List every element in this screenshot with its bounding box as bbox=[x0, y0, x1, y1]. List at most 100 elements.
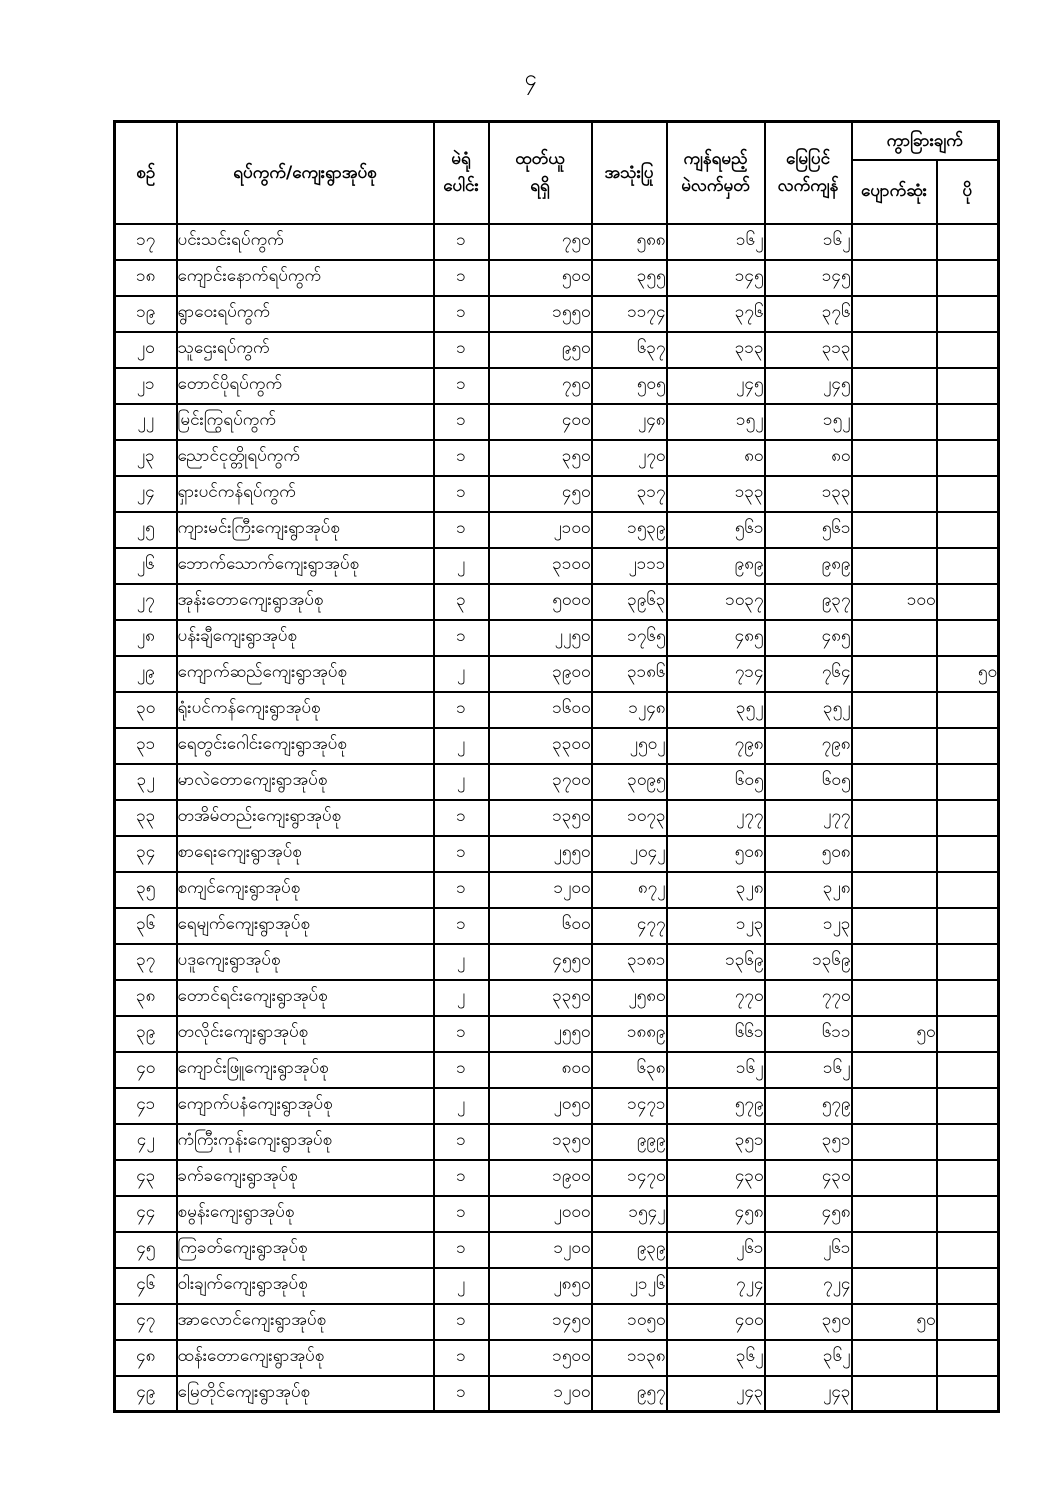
cell-remaining-expected: ၅၇၉ bbox=[665, 1086, 766, 1125]
cell-ward-name: ဘောက်သောက်ကျေးရွာအုပ်စု bbox=[175, 546, 435, 585]
cell-remaining-actual: ၃၆၂ bbox=[763, 1338, 853, 1377]
cell-remaining-actual: ၅၇၉ bbox=[763, 1086, 853, 1125]
cell-remaining-expected: ၇၉၈ bbox=[665, 726, 766, 765]
table-row: ၃၅ စကျင်ကျေးရွာအုပ်စု၁၁၂၀၀ ၈၇၂ ၃၂၈ ၃၂၈ bbox=[113, 870, 1000, 909]
table-row: ၂၅ ကျားမင်းကြီးကျေးရွာအုပ်စု၁၂၁၀၀ ၁၅၃၉ ၅၆၁၅… bbox=[113, 510, 1000, 549]
cell-ward-name: မာလဲတောကျေးရွာအုပ်စု bbox=[175, 762, 435, 801]
cell-lost bbox=[850, 1122, 938, 1161]
col-header-remaining-expected: ကျန်ရမည့် မဲလက်မှတ် bbox=[665, 120, 766, 225]
cell-remaining-expected: ၄၃၀ bbox=[665, 1158, 766, 1197]
table-row: ၂၁ တောင်ပိုရပ်ကွက်၁၇၅၀ ၅၀၅ ၂၄၅ ၂၄၅ bbox=[113, 366, 1000, 405]
cell-received: ၁၃၅၀ bbox=[487, 1122, 593, 1161]
cell-lost bbox=[850, 258, 938, 297]
cell-remaining-actual: ၃၅၁ bbox=[763, 1122, 853, 1161]
cell-remaining-expected: ၃၅၁ bbox=[665, 1122, 766, 1161]
cell-extra bbox=[935, 402, 1000, 441]
cell-remaining-actual: ၁၂၃ bbox=[763, 906, 853, 945]
cell-received: ၇၅၀ bbox=[487, 222, 593, 261]
cell-lost bbox=[850, 906, 938, 945]
cell-lost bbox=[850, 366, 938, 405]
cell-used: ၃၁၈၆ bbox=[590, 654, 668, 693]
cell-remaining-actual: ၇၉၈ bbox=[763, 726, 853, 765]
table-row: ၂၆ ဘောက်သောက်ကျေးရွာအုပ်စု၂၃၁၀၀ ၂၁၁၁ ၉၈၉ ၉၈၉ bbox=[113, 546, 1000, 585]
cell-ward-name: အာလောင်ကျေးရွာအုပ်စု bbox=[175, 1302, 435, 1341]
col-header-lost: ပျောက်ဆုံး bbox=[850, 158, 938, 225]
cell-remaining-actual: ၉၈၉ bbox=[763, 546, 853, 585]
cell-extra bbox=[935, 726, 1000, 765]
cell-remaining-expected: ၁၅၂ bbox=[665, 402, 766, 441]
cell-remaining-actual: ၂၆၁ bbox=[763, 1230, 853, 1269]
cell-polling-stations: ၂ bbox=[432, 762, 490, 801]
cell-polling-stations: ၁ bbox=[432, 294, 490, 333]
cell-extra bbox=[935, 834, 1000, 873]
cell-extra bbox=[935, 582, 1000, 621]
cell-remaining-expected: ၁၆၂ bbox=[665, 222, 766, 261]
cell-extra bbox=[935, 1230, 1000, 1269]
cell-remaining-actual: ၅၀၈ bbox=[763, 834, 853, 873]
cell-lost bbox=[850, 1338, 938, 1377]
cell-used: ၃၁၇ bbox=[590, 474, 668, 513]
cell-received: ၅၀၀၀ bbox=[487, 582, 593, 621]
cell-extra bbox=[935, 942, 1000, 981]
cell-serial: ၄၃ bbox=[113, 1158, 178, 1197]
cell-used: ၉၅၇ bbox=[590, 1374, 668, 1413]
cell-serial: ၂၁ bbox=[113, 366, 178, 405]
cell-remaining-actual: ၇၇၀ bbox=[763, 978, 853, 1017]
cell-received: ၃၃၅၀ bbox=[487, 978, 593, 1017]
table-row: ၄၅ ကြခတ်ကျေးရွာအုပ်စု၁၁၂၀၀ ၉၃၉ ၂၆၁ ၂၆၁ bbox=[113, 1230, 1000, 1269]
cell-remaining-actual: ၄၈၅ bbox=[763, 618, 853, 657]
cell-lost bbox=[850, 978, 938, 1017]
table-row: ၃၉ တလိုင်းကျေးရွာအုပ်စု၁၂၅၅၀ ၁၈၈၉ ၆၆၁ ၆၁၁ ၅၀ bbox=[113, 1014, 1000, 1053]
cell-extra bbox=[935, 330, 1000, 369]
cell-polling-stations: ၁ bbox=[432, 834, 490, 873]
cell-used: ၈၇၂ bbox=[590, 870, 668, 909]
cell-remaining-expected: ၁၂၃ bbox=[665, 906, 766, 945]
cell-received: ၄၅၀ bbox=[487, 474, 593, 513]
cell-lost bbox=[850, 1086, 938, 1125]
cell-extra bbox=[935, 618, 1000, 657]
cell-received: ၁၂၀၀ bbox=[487, 1374, 593, 1413]
cell-remaining-expected: ၇၁၄ bbox=[665, 654, 766, 693]
cell-extra bbox=[935, 906, 1000, 945]
table-row: ၁၇ ပင်းသင်းရပ်ကွက်၁၇၅၀ ၅၈၈ ၁၆၂ ၁၆၂ bbox=[113, 222, 1000, 261]
cell-polling-stations: ၂ bbox=[432, 546, 490, 585]
cell-received: ၁၂၀၀ bbox=[487, 870, 593, 909]
cell-extra bbox=[935, 258, 1000, 297]
col-header-extra: ပို bbox=[935, 158, 1000, 225]
table-row: ၃၀ ရုံးပင်ကန်ကျေးရွာအုပ်စု၁၁၆၀၀ ၁၂၄၈ ၃၅၂ ၃၅၂ bbox=[113, 690, 1000, 729]
cell-extra bbox=[935, 510, 1000, 549]
cell-serial: ၃၀ bbox=[113, 690, 178, 729]
cell-used: ၁၇၆၅ bbox=[590, 618, 668, 657]
cell-lost bbox=[850, 402, 938, 441]
cell-received: ၁၅၅၀ bbox=[487, 294, 593, 333]
table-row: ၃၃ တအိမ်တည်းကျေးရွာအုပ်စု၁၁၃၅၀ ၁၀၇၃ ၂၇၇ ၂၇၇ bbox=[113, 798, 1000, 837]
cell-polling-stations: ၁ bbox=[432, 1302, 490, 1341]
cell-serial: ၂၃ bbox=[113, 438, 178, 477]
cell-extra bbox=[935, 1338, 1000, 1377]
cell-polling-stations: ၂ bbox=[432, 726, 490, 765]
cell-used: ၄၇၇ bbox=[590, 906, 668, 945]
cell-remaining-expected: ၇၂၄ bbox=[665, 1266, 766, 1305]
cell-remaining-expected: ၃၁၃ bbox=[665, 330, 766, 369]
cell-ward-name: ဝါးချက်ကျေးရွာအုပ်စု bbox=[175, 1266, 435, 1305]
cell-polling-stations: ၁ bbox=[432, 870, 490, 909]
cell-ward-name: စာရေးကျေးရွာအုပ်စု bbox=[175, 834, 435, 873]
cell-used: ၂၅၀၂ bbox=[590, 726, 668, 765]
cell-used: ၃၉၆၃ bbox=[590, 582, 668, 621]
cell-lost bbox=[850, 438, 938, 477]
cell-extra bbox=[935, 438, 1000, 477]
cell-received: ၈၀၀ bbox=[487, 1050, 593, 1089]
cell-serial: ၄၇ bbox=[113, 1302, 178, 1341]
cell-lost: ၅၀ bbox=[850, 1302, 938, 1341]
cell-extra bbox=[935, 978, 1000, 1017]
table-row: ၄၄ စမွန်းကျေးရွာအုပ်စု၁၂၀၀၀ ၁၅၄၂ ၄၅၈ ၄၅၈ bbox=[113, 1194, 1000, 1233]
table-row: ၂၉ ကျောက်ဆည်ကျေးရွာအုပ်စု၂၃၉၀၀ ၃၁၈၆ ၇၁၄ ၇၆၄ ၅… bbox=[113, 654, 1000, 693]
cell-remaining-expected: ၉၈၉ bbox=[665, 546, 766, 585]
cell-ward-name: မြင်းကြွရပ်ကွက် bbox=[175, 402, 435, 441]
cell-ward-name: ထန်းတောကျေးရွာအုပ်စု bbox=[175, 1338, 435, 1377]
cell-serial: ၃၄ bbox=[113, 834, 178, 873]
cell-extra bbox=[935, 366, 1000, 405]
cell-serial: ၁၇ bbox=[113, 222, 178, 261]
cell-ward-name: ပင်းသင်းရပ်ကွက် bbox=[175, 222, 435, 261]
cell-serial: ၂၅ bbox=[113, 510, 178, 549]
